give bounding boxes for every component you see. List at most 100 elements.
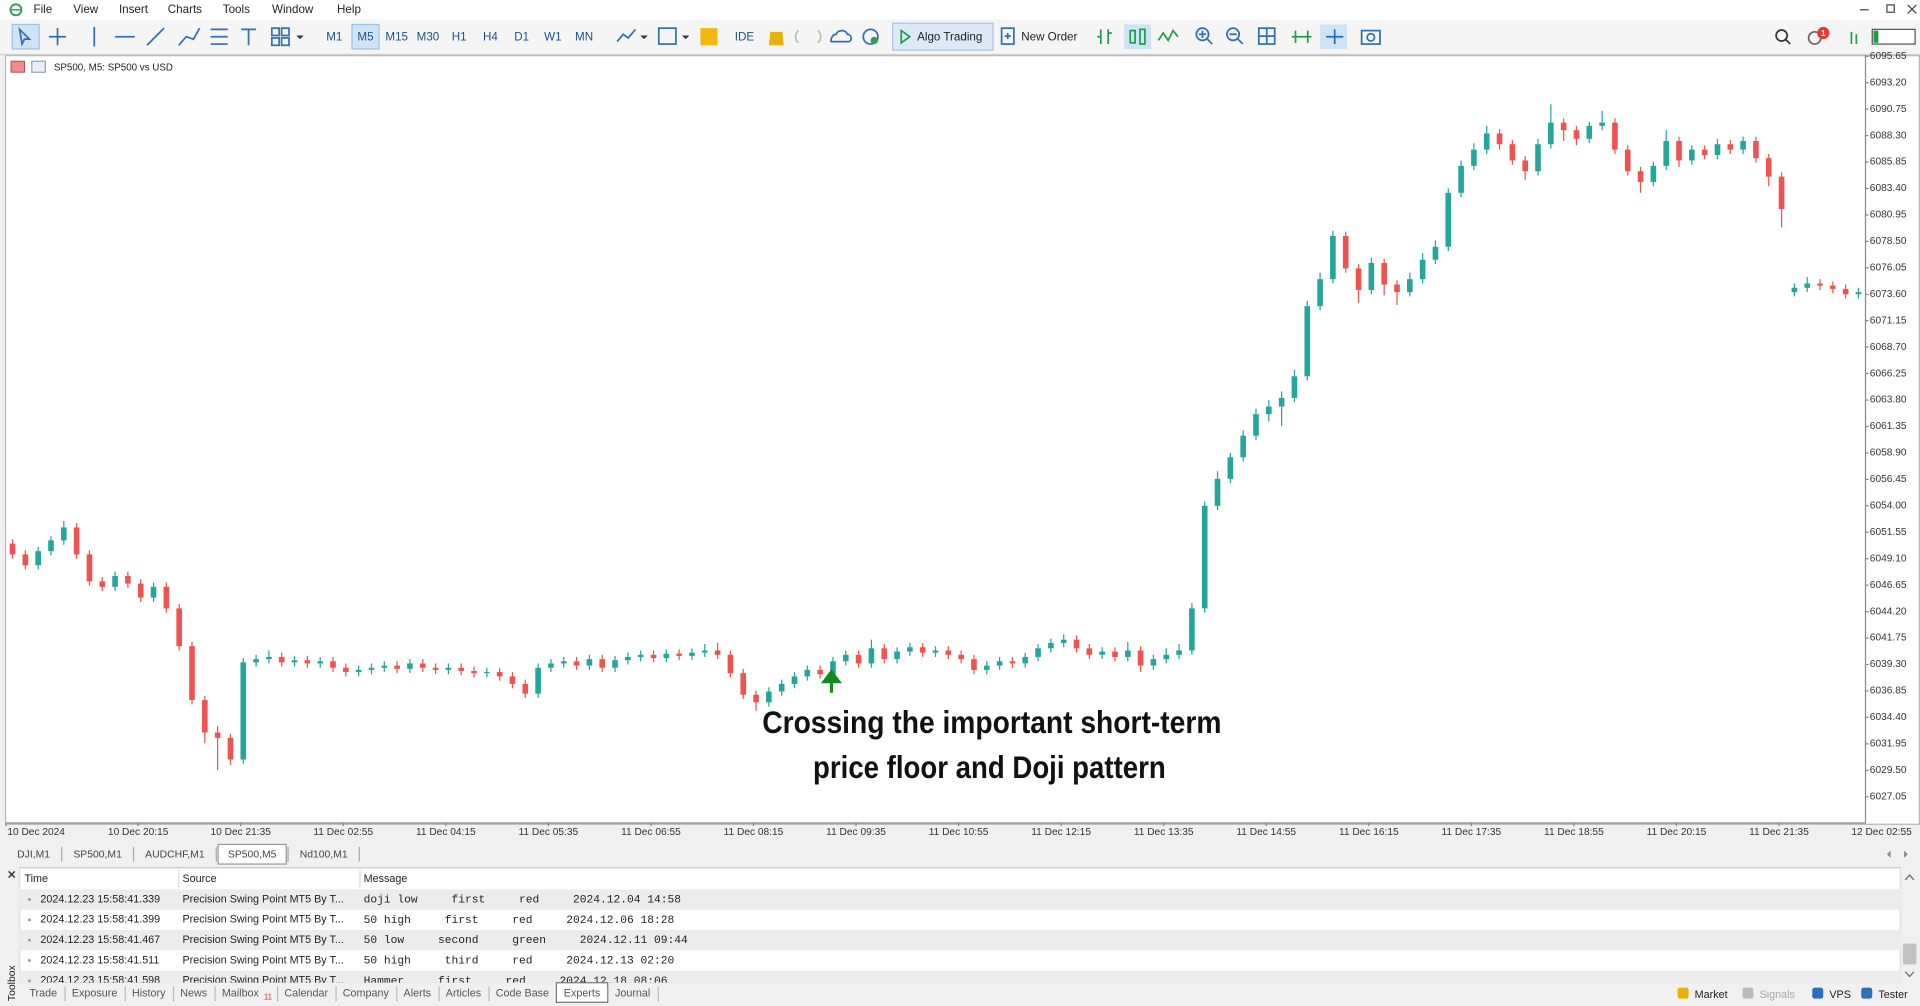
- x-tick-label: 11 Dec 14:55: [1236, 827, 1296, 838]
- bottom-tab[interactable]: Exposure: [72, 988, 118, 1000]
- bottom-tab[interactable]: Alerts: [404, 988, 432, 1000]
- status-item[interactable]: Market: [1695, 989, 1728, 1001]
- y-tick-label: 6093.20: [1870, 77, 1907, 88]
- candle-body: [1099, 651, 1105, 655]
- candle-body: [227, 737, 234, 760]
- timeframe-button[interactable]: MN: [575, 30, 593, 43]
- x-tick-label: 11 Dec 17:35: [1442, 827, 1502, 838]
- scrollbar[interactable]: [1900, 867, 1919, 983]
- candle-body: [1689, 149, 1695, 161]
- chart-tab[interactable]: SP500,M1: [73, 850, 122, 861]
- bottom-tab[interactable]: Journal: [615, 988, 650, 1000]
- y-tick-label: 6066.25: [1870, 368, 1907, 379]
- menu-item[interactable]: File: [33, 3, 52, 16]
- scroll-arrows: [1904, 874, 1915, 978]
- menu-bar: [0, 0, 1920, 20]
- candle-body: [1471, 149, 1477, 166]
- status-item[interactable]: VPS: [1829, 989, 1851, 1001]
- candle-body: [1842, 288, 1849, 295]
- candle-body: [1599, 122, 1605, 126]
- candle-body: [1586, 125, 1593, 139]
- timeframe-button[interactable]: H4: [483, 30, 498, 43]
- y-tick-label: 6054.00: [1870, 501, 1907, 512]
- x-tick-label: 11 Dec 21:35: [1749, 827, 1809, 838]
- y-tick-label: 6083.40: [1870, 183, 1907, 194]
- mailbox-badge: 11: [264, 993, 273, 1002]
- candle-body: [1278, 397, 1285, 407]
- candle-body: [791, 676, 798, 684]
- x-tick-label: 11 Dec 02:55: [313, 827, 373, 838]
- bottom-tab[interactable]: News: [180, 988, 207, 1000]
- candle-body: [1304, 306, 1311, 377]
- log-row-bg: [19, 970, 1901, 983]
- menu-item[interactable]: Help: [337, 3, 361, 16]
- timeframe-button[interactable]: M30: [417, 30, 440, 43]
- candle-body: [573, 661, 580, 666]
- timeframe-button[interactable]: M1: [326, 30, 342, 43]
- bottom-tab[interactable]: Company: [343, 988, 390, 1000]
- y-tick-label: 6031.95: [1870, 739, 1907, 750]
- candle-body: [612, 660, 618, 668]
- candle-body: [445, 667, 452, 670]
- bottom-tab[interactable]: Code Base: [496, 988, 549, 1000]
- x-tick-label: 10 Dec 2024: [7, 827, 65, 838]
- bottom-tab[interactable]: Experts: [564, 988, 601, 1000]
- candle-body: [1253, 414, 1259, 436]
- menu-item[interactable]: Insert: [119, 3, 149, 16]
- chart-tab[interactable]: AUDCHF,M1: [145, 850, 205, 861]
- timeframe-button[interactable]: M5: [357, 30, 373, 43]
- candle-body: [484, 672, 490, 674]
- candle-body: [1035, 648, 1041, 657]
- candle-body: [701, 650, 708, 653]
- timeframe-button[interactable]: W1: [544, 30, 561, 43]
- timeframe-button[interactable]: H1: [452, 30, 467, 43]
- bottom-tab[interactable]: Calendar: [284, 988, 328, 1000]
- y-tick-label: 6071.15: [1870, 315, 1907, 326]
- candle-body: [355, 669, 362, 673]
- chart-tab[interactable]: DJI,M1: [17, 850, 50, 861]
- menu-item[interactable]: Window: [272, 3, 314, 16]
- log-cell: 2024.12.23 15:58:41.598: [40, 975, 160, 987]
- candle-body: [1150, 659, 1157, 666]
- scrollbar-thumb[interactable]: [1902, 943, 1917, 965]
- x-tick-label: 11 Dec 13:35: [1134, 827, 1194, 838]
- menu-item[interactable]: Charts: [168, 3, 202, 16]
- candle-body: [1291, 376, 1298, 398]
- candle-body: [163, 586, 170, 609]
- menu-item[interactable]: Tools: [223, 3, 250, 16]
- candle-body: [1214, 478, 1221, 506]
- log-cell: 2024.12.23 15:58:41.511: [40, 954, 159, 966]
- ide-button[interactable]: IDE: [735, 30, 755, 43]
- bottom-tab[interactable]: History: [132, 988, 166, 1000]
- timeframe-button[interactable]: M15: [385, 30, 408, 43]
- candle-body: [317, 661, 324, 664]
- bottom-tab[interactable]: Trade: [29, 988, 57, 1000]
- log-cell: Precision Swing Point MT5 By T...: [182, 934, 343, 946]
- bottom-tabs: Trade Exposure History News Mailbox 11 Calenda…: [29, 982, 659, 1003]
- algo-trading-button[interactable]: Algo Trading: [917, 30, 982, 43]
- timeframe-button[interactable]: D1: [514, 30, 529, 43]
- chart-tab-bg[interactable]: [217, 843, 287, 865]
- y-tick-label: 6080.95: [1870, 210, 1907, 221]
- candle-body: [407, 663, 413, 669]
- status-item[interactable]: Signals: [1760, 989, 1795, 1001]
- candle-body: [1778, 176, 1785, 209]
- new-order-button[interactable]: New Order: [1021, 30, 1077, 43]
- log-bullet: [27, 959, 31, 962]
- candle-body: [1176, 650, 1182, 655]
- bottom-tab[interactable]: Articles: [446, 988, 481, 1000]
- y-tick-label: 6029.50: [1870, 765, 1907, 776]
- x-tick-label: 11 Dec 06:55: [621, 827, 681, 838]
- chart-tab[interactable]: SP500,M5: [228, 850, 277, 861]
- candle-body: [945, 650, 952, 655]
- candle-body: [176, 608, 183, 647]
- status-item[interactable]: Tester: [1878, 989, 1908, 1001]
- x-tick-label: 11 Dec 12:15: [1031, 827, 1091, 838]
- toolbox-close[interactable]: [8, 870, 16, 879]
- candle-body: [1265, 406, 1272, 415]
- candle-body: [253, 659, 259, 663]
- y-tick-label: 6056.45: [1870, 474, 1907, 485]
- chart-tab[interactable]: Nd100,M1: [300, 850, 348, 861]
- menu-item[interactable]: View: [73, 3, 99, 16]
- bottom-tab[interactable]: Mailbox: [222, 988, 260, 1000]
